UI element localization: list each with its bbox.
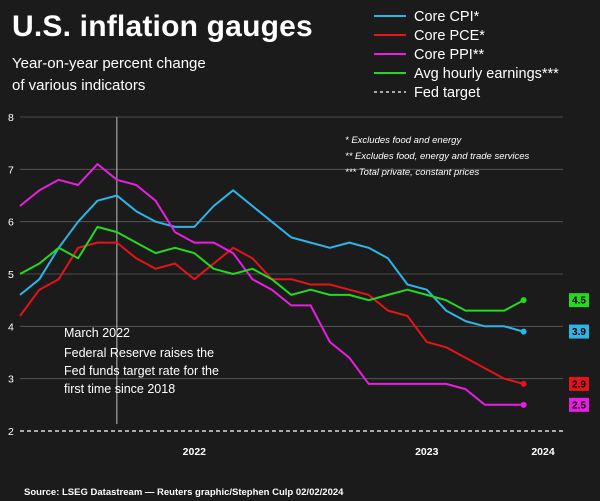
y-tick-label-2: 2 bbox=[8, 426, 14, 438]
series-line-core-ppi bbox=[19, 163, 524, 406]
gridlines bbox=[20, 116, 563, 380]
y-tick-label-7: 7 bbox=[8, 164, 14, 176]
y-tick-label-8: 8 bbox=[8, 112, 14, 124]
end-label-box-core-pce bbox=[569, 376, 589, 391]
x-tick-label-2023: 2023 bbox=[415, 446, 439, 458]
series-end-point-core-pce bbox=[520, 380, 527, 387]
annotation-line-1: March 2022 bbox=[64, 326, 130, 340]
series-line-core-cpi bbox=[19, 189, 524, 333]
series-lines bbox=[19, 163, 527, 408]
footnote-1: * Excludes food and energy bbox=[345, 135, 462, 146]
end-label-core-pce: 2.9 bbox=[572, 379, 586, 390]
annotation-line-3: Fed funds target rate for the bbox=[64, 364, 219, 378]
end-label-core-ppi: 2.5 bbox=[572, 400, 586, 411]
series-end-point-avg-hourly-earnings bbox=[520, 297, 527, 304]
footnote-2: ** Excludes food, energy and trade servi… bbox=[345, 151, 530, 162]
series-end-point-core-cpi bbox=[520, 328, 527, 335]
x-tick-label-2022: 2022 bbox=[183, 446, 207, 458]
chart-subtitle-line-1: Year-on-year percent change bbox=[12, 55, 206, 72]
end-label-box-avg-hourly-earnings bbox=[569, 293, 589, 308]
end-labels: 3.9 2.9 2.5 4.5 bbox=[569, 293, 589, 412]
legend-label-core-cpi: Core CPI* bbox=[414, 9, 480, 25]
legend-label-avg-hourly-earnings: Avg hourly earnings*** bbox=[414, 66, 559, 82]
x-axis-ticks: 2022 2023 2024 bbox=[183, 446, 555, 458]
x-tick-label-2024: 2024 bbox=[531, 446, 555, 458]
end-label-box-core-ppi bbox=[569, 397, 589, 412]
legend-label-fed-target: Fed target bbox=[414, 85, 480, 101]
annotation-line-4: first time since 2018 bbox=[64, 382, 175, 396]
footnotes: * Excludes food and energy ** Excludes f… bbox=[345, 135, 530, 178]
y-tick-label-3: 3 bbox=[8, 374, 14, 386]
y-tick-label-5: 5 bbox=[8, 269, 14, 281]
source-note: Source: LSEG Datastream — Reuters graphi… bbox=[24, 487, 344, 498]
end-label-avg-hourly-earnings: 4.5 bbox=[572, 296, 586, 307]
series-end-point-core-ppi bbox=[520, 401, 527, 408]
chart-title: U.S. inflation gauges bbox=[12, 10, 313, 43]
end-label-core-cpi: 3.9 bbox=[572, 327, 586, 338]
chart-subtitle-line-2: of various indicators bbox=[12, 77, 145, 94]
series-line-avg-hourly-earnings bbox=[19, 225, 525, 312]
annotation-line-2: Federal Reserve raises the bbox=[64, 346, 214, 360]
legend-label-core-ppi: Core PPI** bbox=[414, 47, 484, 63]
footnote-3: *** Total private, constant prices bbox=[345, 167, 480, 178]
y-tick-label-6: 6 bbox=[8, 217, 14, 229]
legend: Core CPI* Core PCE* Core PPI** Avg hourly e… bbox=[374, 9, 559, 101]
annotation-text: March 2022 Federal Reserve raises the Fe… bbox=[64, 326, 219, 396]
legend-label-core-pce: Core PCE* bbox=[414, 28, 485, 44]
y-tick-label-4: 4 bbox=[8, 321, 14, 333]
y-axis-ticks: 2 3 4 5 6 7 8 bbox=[8, 112, 14, 438]
end-label-box-core-cpi bbox=[569, 324, 589, 339]
